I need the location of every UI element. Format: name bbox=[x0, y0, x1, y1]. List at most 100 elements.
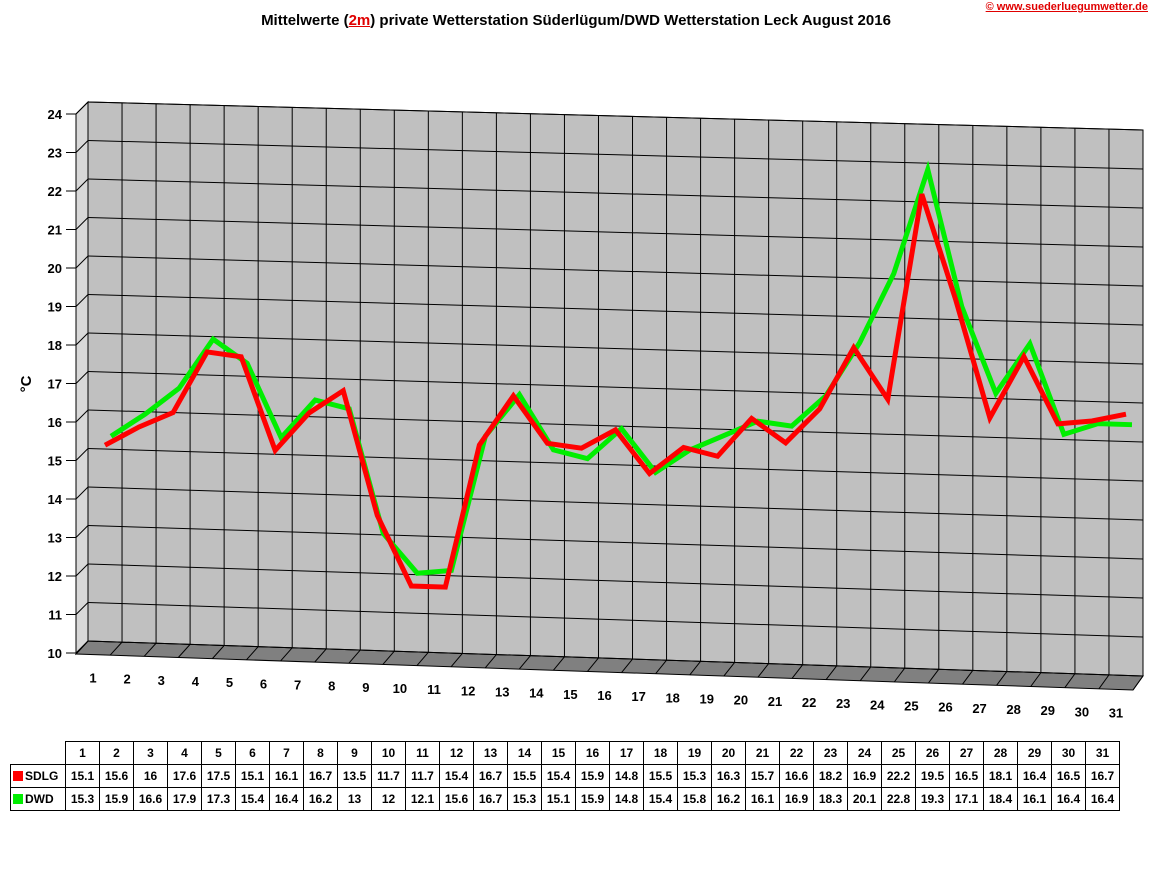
floor-division bbox=[655, 659, 667, 675]
table-row-sdlg: SDLG 15.1 15.6 16 17.6 17.5 15.1 16.1 16.7 13.5 1… bbox=[10, 764, 1120, 788]
table-header-cell: 29 bbox=[1017, 741, 1052, 765]
y-tick-label: 19 bbox=[48, 300, 62, 315]
floor-division bbox=[484, 654, 497, 669]
table-corner bbox=[10, 741, 66, 765]
grid-side-line bbox=[75, 140, 89, 153]
x-tick-label: 9 bbox=[362, 680, 369, 695]
grid-side-line bbox=[75, 525, 89, 538]
table-header-cell: 16 bbox=[575, 741, 610, 765]
table-cell: 15.6 bbox=[99, 764, 134, 788]
table-header-cell: 13 bbox=[473, 741, 508, 765]
floor-division bbox=[518, 655, 531, 670]
table-cell: 12.1 bbox=[405, 787, 440, 811]
grid-side-line bbox=[75, 409, 89, 423]
table-cell: 16.4 bbox=[1017, 764, 1052, 788]
copyright-link[interactable]: © www.suederluegumwetter.de bbox=[985, 1, 1148, 13]
series-line-dwd bbox=[109, 160, 1133, 576]
table-cell: 18.3 bbox=[813, 787, 848, 811]
table-cell: 16.1 bbox=[745, 787, 780, 811]
y-tick-label: 10 bbox=[48, 646, 62, 661]
y-tick-label: 20 bbox=[48, 261, 62, 276]
table-cell: 15.5 bbox=[643, 764, 678, 788]
floor-division bbox=[1064, 673, 1076, 688]
table-cell: 15.8 bbox=[677, 787, 712, 811]
table-cell: 22.8 bbox=[881, 787, 916, 811]
table-cell: 16.9 bbox=[779, 787, 814, 811]
legend-dwd: DWD bbox=[10, 787, 66, 811]
grid-side-line bbox=[75, 602, 89, 615]
table-cell: 18.1 bbox=[983, 764, 1018, 788]
table-cell: 16.1 bbox=[1017, 787, 1052, 811]
table-cell: 15.1 bbox=[235, 764, 270, 788]
table-cell: 16.7 bbox=[473, 787, 508, 811]
x-tick-label: 11 bbox=[427, 682, 441, 697]
x-tick-label: 19 bbox=[700, 691, 714, 706]
x-tick-label: 26 bbox=[938, 700, 952, 715]
floor-division bbox=[587, 657, 599, 672]
x-tick-label: 18 bbox=[665, 690, 679, 705]
table-cell: 16.4 bbox=[1051, 787, 1086, 811]
grid-hline bbox=[87, 255, 1144, 287]
table-cell: 15.3 bbox=[507, 787, 542, 811]
grid-side-line bbox=[75, 332, 89, 346]
grid-hline bbox=[87, 101, 1144, 131]
table-cell: 16.5 bbox=[1051, 764, 1086, 788]
floor-division bbox=[552, 656, 565, 671]
table-cell: 15.1 bbox=[541, 787, 576, 811]
y-axis-label: °C bbox=[18, 375, 35, 392]
table-header-cell: 9 bbox=[337, 741, 372, 765]
table-cell: 16.6 bbox=[779, 764, 814, 788]
table-cell: 16 bbox=[133, 764, 168, 788]
grid-side-line bbox=[75, 371, 89, 384]
table-cell: 11.7 bbox=[405, 764, 440, 788]
table-header-row: 1 2 3 4 5 6 7 8 9 10 11 12 13 14 15 16 17 18 19 20 21 22 23 24 2… bbox=[10, 741, 1120, 765]
table-header-cell: 19 bbox=[677, 741, 712, 765]
x-tick-label: 14 bbox=[529, 686, 544, 701]
table-header-cell: 2 bbox=[99, 741, 134, 765]
floor-division bbox=[314, 648, 327, 663]
x-tick-label: 23 bbox=[836, 696, 850, 711]
x-tick-label: 13 bbox=[495, 685, 509, 700]
dwd-swatch bbox=[13, 794, 23, 804]
table-cell: 12 bbox=[371, 787, 406, 811]
chart-grid bbox=[75, 101, 1144, 691]
x-tick-label: 17 bbox=[631, 689, 645, 704]
x-tick-label: 12 bbox=[461, 683, 475, 698]
legend-sdlg: SDLG bbox=[10, 764, 66, 788]
floor-division bbox=[1098, 674, 1110, 690]
table-header-cell: 6 bbox=[235, 741, 270, 765]
x-tick-label: 15 bbox=[563, 687, 577, 702]
floor-division bbox=[246, 646, 259, 661]
table-cell: 17.1 bbox=[949, 787, 984, 811]
y-tick-label: 13 bbox=[48, 531, 62, 546]
table-cell: 18.2 bbox=[813, 764, 848, 788]
floor-division bbox=[177, 644, 191, 658]
floor-division bbox=[791, 664, 804, 679]
y-tick-label: 18 bbox=[48, 338, 62, 353]
x-tick-label: 4 bbox=[192, 674, 200, 689]
x-tick-label: 21 bbox=[768, 694, 782, 709]
table-cell: 15.9 bbox=[99, 787, 134, 811]
table-cell: 15.6 bbox=[439, 787, 474, 811]
table-cell: 16.1 bbox=[269, 764, 304, 788]
x-tick-label: 2 bbox=[124, 672, 131, 687]
table-header-cell: 21 bbox=[745, 741, 780, 765]
floor-division bbox=[893, 667, 906, 683]
x-tick-label: 16 bbox=[597, 688, 611, 703]
data-table: 1 2 3 4 5 6 7 8 9 10 11 12 13 14 15 16 17 18 19 20 21 22 23 24 2… bbox=[10, 741, 1120, 811]
table-cell: 13.5 bbox=[337, 764, 372, 788]
x-tick-label: 6 bbox=[260, 676, 267, 691]
floor-division bbox=[1132, 675, 1144, 691]
x-tick-label: 27 bbox=[972, 701, 986, 716]
table-header-cell: 30 bbox=[1051, 741, 1086, 765]
grid-hline bbox=[87, 448, 1144, 482]
floor-division bbox=[212, 645, 225, 659]
table-cell: 14.8 bbox=[609, 787, 644, 811]
table-cell: 15.5 bbox=[507, 764, 542, 788]
sdlg-swatch bbox=[13, 771, 23, 781]
x-axis-tick-labels: 1 2 3 4 5 6 7 8 9 10 11 12 13 14 15 16 17 18 19 20 21 22 23 24 2… bbox=[89, 671, 1123, 721]
grid-hline bbox=[87, 486, 1144, 521]
table-row-dwd: DWD 15.3 15.9 16.6 17.9 17.3 15.4 16.4 16.2 13 12… bbox=[10, 787, 1120, 811]
grid-side-line bbox=[75, 640, 89, 654]
x-tick-label: 22 bbox=[802, 695, 816, 710]
